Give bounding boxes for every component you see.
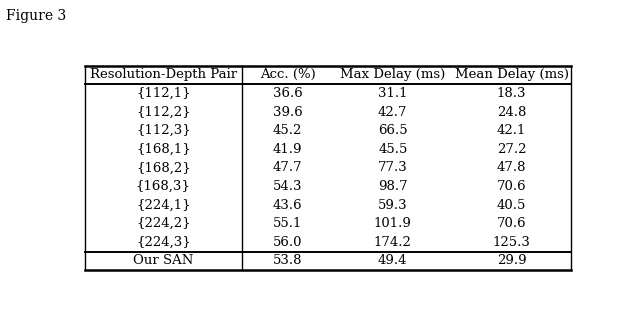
- Text: 47.8: 47.8: [497, 161, 526, 175]
- Text: 70.6: 70.6: [497, 217, 527, 230]
- Text: Resolution-Depth Pair: Resolution-Depth Pair: [90, 68, 237, 82]
- Text: 45.5: 45.5: [378, 143, 408, 156]
- Text: Figure 3: Figure 3: [6, 9, 67, 23]
- Text: 77.3: 77.3: [378, 161, 408, 175]
- Text: 49.4: 49.4: [378, 254, 408, 268]
- Text: 18.3: 18.3: [497, 87, 526, 100]
- Text: 47.7: 47.7: [273, 161, 302, 175]
- Text: 24.8: 24.8: [497, 106, 526, 119]
- Text: {168,1}: {168,1}: [136, 143, 191, 156]
- Text: 56.0: 56.0: [273, 236, 302, 249]
- Text: {224,1}: {224,1}: [136, 199, 191, 212]
- Text: 31.1: 31.1: [378, 87, 408, 100]
- Text: 125.3: 125.3: [493, 236, 531, 249]
- Text: Mean Delay (ms): Mean Delay (ms): [454, 68, 568, 82]
- Text: 53.8: 53.8: [273, 254, 302, 268]
- Text: 39.6: 39.6: [273, 106, 302, 119]
- Text: {224,2}: {224,2}: [136, 217, 191, 230]
- Text: 27.2: 27.2: [497, 143, 526, 156]
- Text: {112,2}: {112,2}: [136, 106, 191, 119]
- Text: {224,3}: {224,3}: [136, 236, 191, 249]
- Text: 41.9: 41.9: [273, 143, 302, 156]
- Text: 42.7: 42.7: [378, 106, 408, 119]
- Text: 174.2: 174.2: [374, 236, 412, 249]
- Text: 59.3: 59.3: [378, 199, 408, 212]
- Text: 36.6: 36.6: [273, 87, 302, 100]
- Text: 70.6: 70.6: [497, 180, 527, 193]
- Text: 55.1: 55.1: [273, 217, 302, 230]
- Text: {168,3}: {168,3}: [136, 180, 191, 193]
- Text: Max Delay (ms): Max Delay (ms): [340, 68, 445, 82]
- Text: 40.5: 40.5: [497, 199, 526, 212]
- Text: Acc. (%): Acc. (%): [260, 68, 316, 82]
- Text: 98.7: 98.7: [378, 180, 408, 193]
- Text: 45.2: 45.2: [273, 124, 302, 137]
- Text: {168,2}: {168,2}: [136, 161, 191, 175]
- Text: 54.3: 54.3: [273, 180, 302, 193]
- Text: 66.5: 66.5: [378, 124, 408, 137]
- Text: 42.1: 42.1: [497, 124, 526, 137]
- Text: {112,1}: {112,1}: [136, 87, 191, 100]
- Text: 29.9: 29.9: [497, 254, 527, 268]
- Text: {112,3}: {112,3}: [136, 124, 191, 137]
- Text: Our SAN: Our SAN: [133, 254, 193, 268]
- Text: 101.9: 101.9: [374, 217, 412, 230]
- Text: 43.6: 43.6: [273, 199, 302, 212]
